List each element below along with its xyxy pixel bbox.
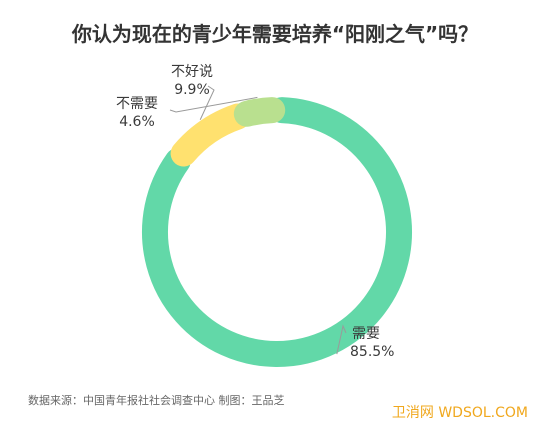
slice-need xyxy=(142,97,412,367)
slice-category-label-unsure: 不好说 xyxy=(171,64,213,80)
watermark: 卫消网 WDSOL.COM xyxy=(391,405,528,421)
leader-line-no-need xyxy=(169,96,258,113)
leader-lines xyxy=(169,85,347,355)
chart-title: 你认为现在的青少年需要培养“阳刚之气”吗？ xyxy=(71,22,479,46)
leader-line-unsure xyxy=(199,85,215,120)
data-source-note: 数据来源：中国青年报社社会调查中心 制图：王品芝 xyxy=(28,394,285,407)
slice-labels: 需要 85.5% 不好说 9.9% 不需要 4.6% xyxy=(116,64,394,360)
slice-value-label-need: 85.5% xyxy=(350,344,394,360)
slice-category-label-no-need: 不需要 xyxy=(116,96,158,112)
slice-unsure xyxy=(170,103,251,167)
slice-no-need xyxy=(233,97,286,127)
slice-value-label-unsure: 9.9% xyxy=(174,82,210,98)
slice-value-label-no-need: 4.6% xyxy=(119,114,155,130)
slice-category-label-need: 需要 xyxy=(352,326,380,342)
leader-line-need xyxy=(336,324,347,355)
donut-slices xyxy=(142,97,412,367)
